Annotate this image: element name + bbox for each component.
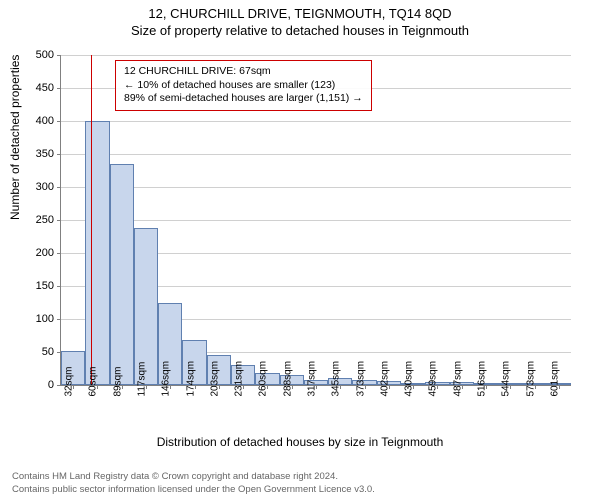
ytick-mark bbox=[57, 220, 61, 221]
ytick-label: 350 bbox=[14, 148, 54, 160]
ytick-label: 500 bbox=[14, 49, 54, 61]
ytick-mark bbox=[57, 88, 61, 89]
annotation-line1: 12 CHURCHILL DRIVE: 67sqm bbox=[124, 65, 363, 79]
property-marker-line bbox=[91, 55, 92, 385]
ytick-label: 50 bbox=[14, 346, 54, 358]
ytick-label: 400 bbox=[14, 115, 54, 127]
ytick-mark bbox=[57, 154, 61, 155]
ytick-label: 150 bbox=[14, 280, 54, 292]
histogram-bar bbox=[85, 121, 109, 385]
ytick-mark bbox=[57, 253, 61, 254]
gridline bbox=[61, 220, 571, 221]
gridline bbox=[61, 187, 571, 188]
footer-line1: Contains HM Land Registry data © Crown c… bbox=[12, 471, 375, 483]
annotation-line2: ← 10% of detached houses are smaller (12… bbox=[124, 79, 363, 93]
ytick-mark bbox=[57, 286, 61, 287]
ytick-label: 200 bbox=[14, 247, 54, 259]
histogram-bar bbox=[110, 164, 134, 385]
ytick-label: 0 bbox=[14, 379, 54, 391]
gridline bbox=[61, 55, 571, 56]
x-axis-label: Distribution of detached houses by size … bbox=[0, 435, 600, 449]
ytick-mark bbox=[57, 385, 61, 386]
ytick-mark bbox=[57, 55, 61, 56]
ytick-label: 100 bbox=[14, 313, 54, 325]
ytick-mark bbox=[57, 187, 61, 188]
chart-title-sub: Size of property relative to detached ho… bbox=[0, 21, 600, 38]
chart-title-main: 12, CHURCHILL DRIVE, TEIGNMOUTH, TQ14 8Q… bbox=[0, 0, 600, 21]
ytick-label: 300 bbox=[14, 181, 54, 193]
ytick-mark bbox=[57, 121, 61, 122]
annotation-callout: 12 CHURCHILL DRIVE: 67sqm← 10% of detach… bbox=[115, 60, 372, 111]
footer-attribution: Contains HM Land Registry data © Crown c… bbox=[12, 471, 375, 496]
gridline bbox=[61, 154, 571, 155]
ytick-label: 450 bbox=[14, 82, 54, 94]
annotation-line3: 89% of semi-detached houses are larger (… bbox=[124, 92, 363, 106]
ytick-mark bbox=[57, 319, 61, 320]
gridline bbox=[61, 121, 571, 122]
footer-line2: Contains public sector information licen… bbox=[12, 484, 375, 496]
chart-container: 12, CHURCHILL DRIVE, TEIGNMOUTH, TQ14 8Q… bbox=[0, 0, 600, 500]
y-axis-label: Number of detached properties bbox=[8, 55, 22, 220]
ytick-label: 250 bbox=[14, 214, 54, 226]
